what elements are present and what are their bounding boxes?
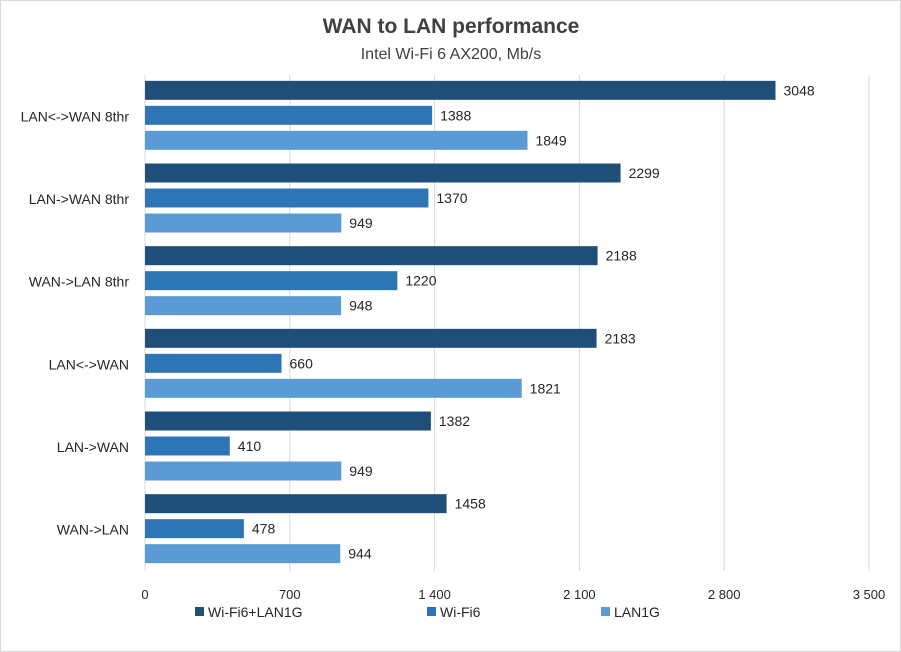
data-label: 1370 — [436, 190, 467, 206]
legend-swatch — [427, 607, 436, 616]
data-label: 948 — [349, 298, 373, 314]
bar — [145, 544, 341, 564]
data-label: 2183 — [605, 330, 636, 346]
bar — [145, 130, 528, 150]
x-tick-label: 2 800 — [708, 587, 741, 602]
legend-swatch — [601, 607, 610, 616]
data-label: 1458 — [455, 496, 486, 512]
x-tick-label: 700 — [279, 587, 301, 602]
data-label: 3048 — [784, 82, 815, 98]
x-tick-label: 3 500 — [853, 587, 886, 602]
data-label: 1849 — [535, 132, 566, 148]
legend: Wi-Fi6+LAN1G Wi-Fi6 LAN1G — [195, 604, 660, 620]
bar — [145, 163, 621, 183]
category-label: WAN->LAN — [57, 522, 129, 538]
bar — [145, 461, 342, 481]
chart-title: WAN to LAN performance — [323, 15, 580, 38]
bar — [145, 246, 598, 266]
data-label: 1821 — [530, 380, 561, 396]
category-label: LAN->WAN — [57, 439, 129, 455]
category-labels: LAN<->WAN 8thr LAN->WAN 8thr WAN->LAN 8thr… — [21, 108, 130, 537]
data-label: 1388 — [440, 107, 471, 123]
data-label: 1382 — [439, 413, 470, 429]
legend-label: Wi-Fi6+LAN1G — [208, 604, 303, 620]
bar — [145, 411, 431, 431]
bar — [145, 80, 776, 100]
category-label: LAN->WAN 8thr — [29, 191, 130, 207]
bar — [145, 328, 597, 348]
x-axis-ticks: 0 700 1 400 2 100 2 800 3 500 — [141, 587, 885, 602]
data-labels: 3048 1388 1849 2299 1370 949 2188 1220 948 2183 66… — [238, 82, 815, 561]
legend-label: LAN1G — [614, 604, 660, 620]
data-label: 410 — [238, 438, 262, 454]
data-label: 944 — [348, 546, 372, 562]
data-label: 478 — [252, 521, 276, 537]
bar — [145, 519, 244, 539]
bar — [145, 353, 282, 373]
bar — [145, 378, 522, 398]
data-label: 2299 — [629, 165, 660, 181]
x-tick-label: 0 — [141, 587, 148, 602]
chart-subtitle: Intel Wi-Fi 6 AX200, Mb/s — [361, 46, 542, 63]
bar — [145, 271, 398, 291]
bar — [145, 494, 447, 514]
category-label: WAN->LAN 8thr — [29, 274, 130, 290]
bar — [145, 105, 433, 125]
legend-swatch — [195, 607, 204, 616]
data-label: 949 — [349, 215, 373, 231]
bar — [145, 213, 342, 233]
category-label: LAN<->WAN 8thr — [21, 108, 130, 124]
data-label: 660 — [290, 355, 314, 371]
bar — [145, 436, 230, 456]
bar — [145, 296, 342, 316]
gridlines — [144, 75, 870, 571]
x-tick-label: 2 100 — [563, 587, 596, 602]
legend-label: Wi-Fi6 — [440, 604, 481, 620]
data-label: 949 — [349, 463, 373, 479]
data-label: 1220 — [405, 273, 436, 289]
x-tick-label: 1 400 — [418, 587, 451, 602]
data-label: 2188 — [606, 248, 637, 264]
category-label: LAN<->WAN — [49, 356, 129, 372]
bars — [145, 80, 776, 564]
bar — [145, 188, 429, 208]
